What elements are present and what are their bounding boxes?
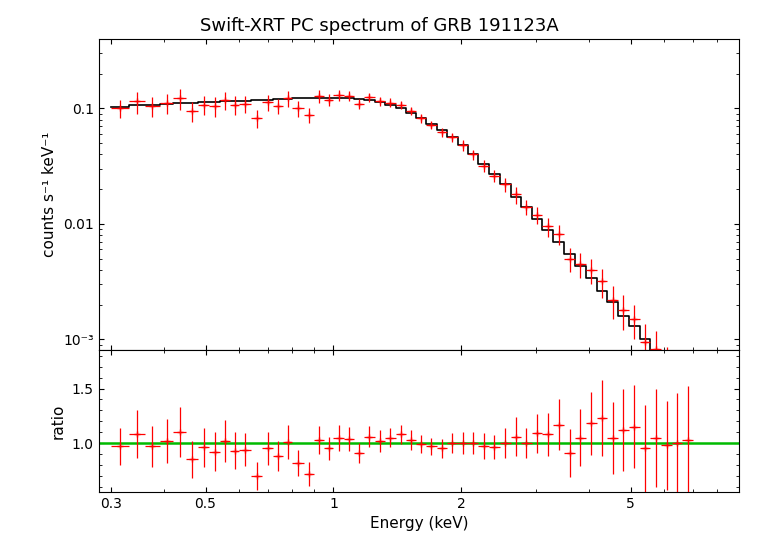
Text: Swift-XRT PC spectrum of GRB 191123A: Swift-XRT PC spectrum of GRB 191123A: [199, 17, 559, 34]
X-axis label: Energy (keV): Energy (keV): [370, 517, 468, 532]
Y-axis label: ratio: ratio: [51, 404, 66, 439]
Y-axis label: counts s⁻¹ keV⁻¹: counts s⁻¹ keV⁻¹: [42, 132, 58, 257]
